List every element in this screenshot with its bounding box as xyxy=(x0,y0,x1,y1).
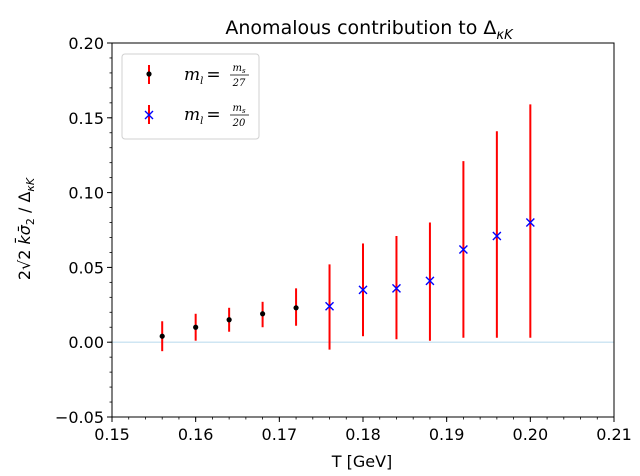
chart-title: Anomalous contribution to ΔκK xyxy=(225,17,514,43)
legend-entry-series-1: ml = ms 27 xyxy=(146,63,249,89)
chart-title-text: Anomalous contribution to xyxy=(225,17,483,39)
legend-marker-dot xyxy=(146,71,152,77)
y-tick-label: 0.05 xyxy=(68,258,104,277)
x-tick-label: 0.18 xyxy=(345,425,381,444)
data-point xyxy=(325,301,335,311)
data-point xyxy=(193,324,199,330)
data-point xyxy=(159,333,165,339)
x-tick-label: 0.17 xyxy=(262,425,298,444)
data-point xyxy=(492,231,502,241)
y-axis-title: 2√2 k̄σ̄2 / ΔκK xyxy=(15,177,37,280)
y-tick-label: 0.20 xyxy=(68,34,104,53)
chart-title-subscript: κK xyxy=(496,28,514,43)
marker-layer xyxy=(159,218,535,339)
x-tick-label: 0.19 xyxy=(429,425,465,444)
y-tick-label: −0.05 xyxy=(55,408,104,427)
legend-label-2: ml = xyxy=(184,105,221,127)
x-tick-label: 0.16 xyxy=(178,425,214,444)
data-point xyxy=(293,305,299,311)
x-axis-title: T [GeV] xyxy=(331,452,393,471)
y-axis-title-text: 2√2 k̄σ̄2 / ΔκK xyxy=(15,177,37,280)
y-axis: −0.05 0.00 0.05 0.10 0.15 0.20 xyxy=(55,34,112,427)
y-tick-label: 0.00 xyxy=(68,333,104,352)
chart-title-symbol: Δ xyxy=(483,17,496,39)
x-tick-label: 0.21 xyxy=(596,425,632,444)
errorbar-layer xyxy=(161,104,532,352)
data-point xyxy=(425,276,435,286)
legend-marker-x xyxy=(144,110,154,120)
legend-entry-series-2: ml = ms 20 xyxy=(144,103,249,129)
legend-fraction-num-2: ms xyxy=(232,103,245,115)
x-axis: 0.15 0.16 0.17 0.18 0.19 0.20 0.21 xyxy=(94,417,632,444)
legend-box xyxy=(121,53,260,140)
x-tick-label: 0.15 xyxy=(94,425,130,444)
y-tick-label: 0.15 xyxy=(68,109,104,128)
legend-fraction-den-1: 27 xyxy=(232,78,246,89)
legend: ml = ms 27 ml = ms 20 xyxy=(121,53,260,140)
data-point xyxy=(226,317,232,323)
x-tick-label: 0.20 xyxy=(513,425,549,444)
data-point xyxy=(391,283,401,293)
data-point xyxy=(525,218,535,228)
data-point xyxy=(260,311,266,317)
data-point xyxy=(358,285,368,295)
y-tick-label: 0.10 xyxy=(68,184,104,203)
legend-fraction-num-1: ms xyxy=(232,63,245,75)
data-point xyxy=(458,244,468,254)
legend-fraction-den-2: 20 xyxy=(232,118,246,129)
legend-label-1: ml = xyxy=(184,65,221,87)
